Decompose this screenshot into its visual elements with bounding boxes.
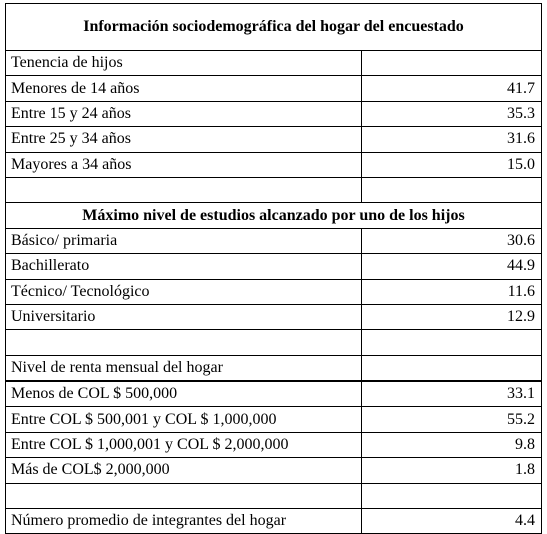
row-value: 31.6 [361, 126, 542, 153]
row-value [361, 482, 542, 510]
row-value: 1.8 [361, 457, 542, 484]
row-value: 11.6 [361, 278, 542, 305]
table-row: Entre 25 y 34 años 31.6 [5, 126, 542, 153]
table-title: Información sociodemográfica del hogar d… [5, 3, 542, 51]
table-row: Número promedio de integrantes del hogar… [5, 508, 542, 534]
section-heading-row: Máximo nivel de estudios alcanzado por u… [5, 202, 542, 229]
row-value [361, 49, 542, 77]
row-value: 9.8 [361, 431, 542, 459]
row-label: Entre COL $ 500,001 y COL $ 1,000,000 [5, 406, 362, 433]
table-row: Más de COL$ 2,000,000 1.8 [5, 457, 542, 484]
row-label [5, 176, 362, 204]
table-row: Tenencia de hijos [5, 49, 542, 77]
table-row: Universitario 12.9 [5, 303, 542, 331]
row-label: Menores de 14 años [5, 75, 362, 102]
blank-row [5, 329, 542, 356]
table-row: Menos de COL $ 500,000 33.1 [5, 380, 542, 408]
row-label: Entre COL $ 1,000,001 y COL $ 2,000,000 [5, 431, 362, 459]
table-header-row: Información sociodemográfica del hogar d… [5, 3, 542, 51]
row-label: Más de COL$ 2,000,000 [5, 457, 362, 484]
table-row: Técnico/ Tecnológico 11.6 [5, 278, 542, 305]
row-label [5, 482, 362, 510]
row-value: 12.9 [361, 303, 542, 331]
row-value: 4.4 [361, 508, 542, 534]
row-label: Entre 15 y 24 años [5, 100, 362, 128]
row-label: Mayores a 34 años [5, 151, 362, 178]
row-value [361, 354, 542, 382]
table-row: Entre COL $ 500,001 y COL $ 1,000,000 55.… [5, 406, 542, 433]
row-label: Nivel de renta mensual del hogar [5, 354, 362, 382]
table-row: Básico/ primaria 30.6 [5, 227, 542, 255]
table-row: Mayores a 34 años 15.0 [5, 151, 542, 178]
row-label: Básico/ primaria [5, 227, 362, 255]
row-value: 44.9 [361, 253, 542, 280]
row-value: 55.2 [361, 406, 542, 433]
row-value: 30.6 [361, 227, 542, 255]
row-label: Número promedio de integrantes del hogar [5, 508, 362, 534]
row-value: 35.3 [361, 100, 542, 128]
row-label: Técnico/ Tecnológico [5, 278, 362, 305]
row-value: 41.7 [361, 75, 542, 102]
row-label: Tenencia de hijos [5, 49, 362, 77]
row-value: 33.1 [361, 380, 542, 408]
row-value [361, 176, 542, 204]
row-value: 15.0 [361, 151, 542, 178]
row-label: Universitario [5, 303, 362, 331]
table-row: Entre COL $ 1,000,001 y COL $ 2,000,000 9… [5, 431, 542, 459]
section-heading: Máximo nivel de estudios alcanzado por u… [5, 202, 542, 229]
row-value [361, 329, 542, 356]
blank-row [5, 482, 542, 510]
row-label: Entre 25 y 34 años [5, 126, 362, 153]
row-label: Bachillerato [5, 253, 362, 280]
table-row: Menores de 14 años 41.7 [5, 75, 542, 102]
table-row: Entre 15 y 24 años 35.3 [5, 100, 542, 128]
sociodemographic-table: Información sociodemográfica del hogar d… [5, 3, 542, 534]
row-label: Menos de COL $ 500,000 [5, 380, 362, 408]
row-label [5, 329, 362, 356]
table-row: Bachillerato 44.9 [5, 253, 542, 280]
blank-row [5, 176, 542, 204]
table-row: Nivel de renta mensual del hogar [5, 354, 542, 382]
